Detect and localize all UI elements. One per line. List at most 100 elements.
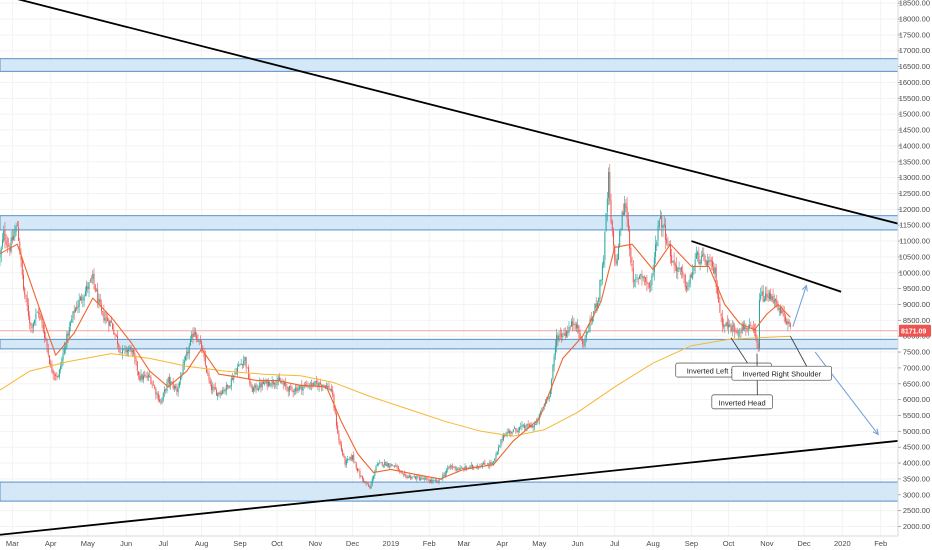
candle-body <box>50 363 52 366</box>
candle-body <box>647 283 649 284</box>
candle-body <box>79 296 81 301</box>
candle-body <box>598 297 600 302</box>
candle-body <box>123 348 125 350</box>
candle-body <box>27 305 29 317</box>
candle-body <box>147 375 149 378</box>
candle-body <box>528 424 530 428</box>
candle-body <box>483 462 485 465</box>
candle-body <box>658 220 660 227</box>
candle-body <box>21 259 23 275</box>
candle-body <box>756 337 758 344</box>
candle-body <box>710 260 712 262</box>
candle-body <box>421 477 423 479</box>
candle-body <box>260 383 262 388</box>
candle-body <box>462 468 464 469</box>
candle-body <box>489 462 491 466</box>
candle-body <box>751 326 753 328</box>
candle-body <box>345 460 347 465</box>
candle-body <box>381 462 383 466</box>
candle-body <box>385 461 387 466</box>
candle-body <box>689 275 691 284</box>
candle-body <box>114 333 116 335</box>
candle-body <box>718 293 720 303</box>
y-tick-label: 11500.00 <box>899 221 930 230</box>
candle-body <box>450 465 452 467</box>
candle-body <box>105 316 107 318</box>
candle-body <box>280 380 282 384</box>
candle-body <box>397 466 399 471</box>
ma-slow-line <box>0 335 791 437</box>
candle-body <box>703 253 705 256</box>
candle-body <box>548 395 550 399</box>
x-tick-label: 2020 <box>834 539 851 548</box>
y-tick-label: 7500.00 <box>903 348 930 357</box>
candle-body <box>97 289 99 304</box>
candle-body <box>713 266 715 274</box>
candle-body <box>724 325 726 327</box>
candle-body <box>622 212 624 215</box>
candle-body <box>186 351 188 357</box>
candle-body <box>173 385 175 389</box>
candle-body <box>458 468 460 470</box>
candle-body <box>142 375 144 380</box>
candle-body <box>682 271 684 275</box>
candle-body <box>493 461 495 463</box>
candle-body <box>272 380 274 384</box>
candle-body <box>14 231 16 238</box>
x-tick-label: Sep <box>685 539 698 548</box>
candle-body <box>317 383 319 388</box>
candle-body <box>708 260 710 263</box>
candle-body <box>428 480 430 482</box>
candle-body <box>70 322 72 327</box>
candle-body <box>640 274 642 276</box>
candle-body <box>494 458 496 462</box>
candle-body <box>199 340 201 342</box>
candle-body <box>491 462 493 465</box>
candle-body <box>182 364 184 375</box>
candle-body <box>656 242 658 247</box>
y-tick-label: 10000.00 <box>899 268 930 277</box>
candle-body <box>207 373 209 374</box>
pattern-callout-box <box>711 394 773 410</box>
candle-body <box>573 324 575 325</box>
y-axis[interactable]: 2000.00 2500.00 3000.00 3500.00 4000.00 4500.… <box>897 0 932 550</box>
candle-body <box>735 330 737 333</box>
candle-body <box>657 225 659 241</box>
candle-body <box>412 476 414 478</box>
projection-arrow-head <box>801 284 808 292</box>
candle-body <box>418 477 420 480</box>
candle-body <box>121 348 123 354</box>
y-tick-label: 10500.00 <box>899 252 930 261</box>
candle-body <box>770 293 772 300</box>
projection-arrow-head <box>872 428 879 436</box>
candle-body <box>287 387 289 392</box>
candle-body <box>16 224 18 227</box>
y-tick-label: 18500.00 <box>899 0 930 8</box>
candle-body <box>370 483 372 489</box>
candle-body <box>747 327 749 330</box>
candle-body <box>411 477 413 479</box>
candle-body <box>57 375 59 378</box>
candle-body <box>180 377 182 381</box>
candle-body <box>347 459 349 461</box>
candle-body <box>18 227 20 241</box>
candle-body <box>62 353 64 360</box>
price-zone <box>0 481 899 502</box>
candle-body <box>218 392 220 395</box>
pattern-callout-label: Inverted Left Shoulder <box>687 367 761 376</box>
candle-body <box>24 287 26 296</box>
candle-body <box>261 381 263 387</box>
candle-body <box>130 347 132 352</box>
candle-body <box>740 332 742 333</box>
candle-body <box>204 355 206 365</box>
x-axis[interactable]: Mar Apr May Jun Jul Aug Sep Oct Nov Dec 2019 Feb Mar… <box>0 535 932 550</box>
candle-body <box>83 296 85 301</box>
candle-body <box>653 257 655 273</box>
candle-body <box>520 426 522 428</box>
candle-body <box>81 297 83 300</box>
candle-body <box>107 318 109 322</box>
candle-body <box>501 439 503 440</box>
candle-body <box>472 464 474 468</box>
candle-body <box>230 378 232 387</box>
